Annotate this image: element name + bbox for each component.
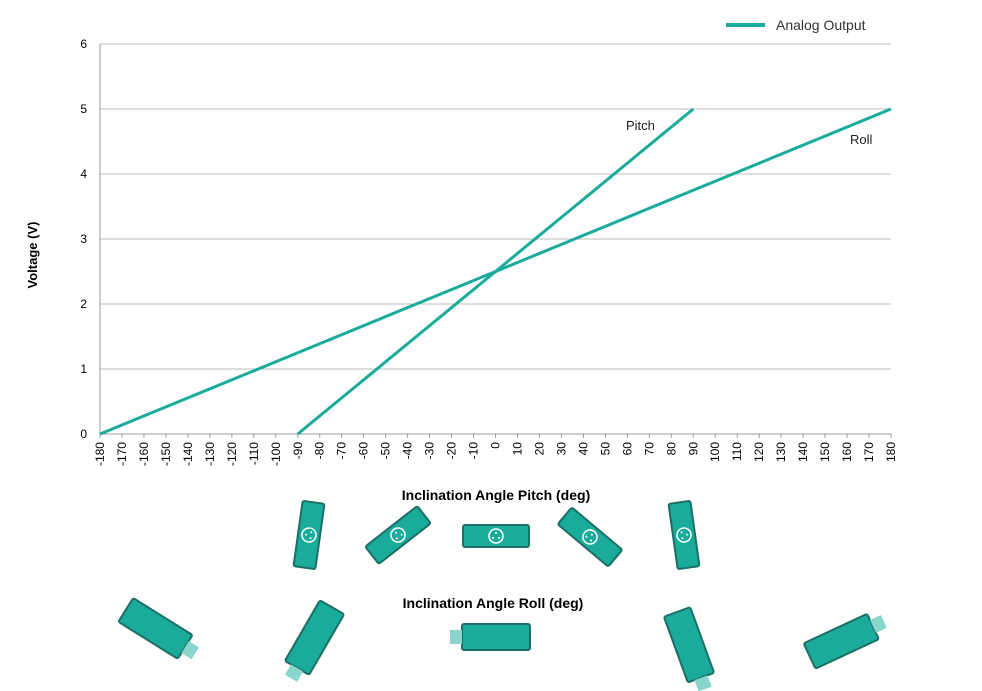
- x-tick-label: 130: [774, 442, 788, 462]
- y-tick-label: 1: [80, 362, 87, 376]
- x-tick-label: 180: [884, 442, 898, 462]
- x-tick-label: 90: [686, 442, 700, 456]
- x-tick-label: -30: [423, 442, 437, 460]
- x-tick-label: 110: [730, 442, 744, 461]
- pitch-axis-title: Inclination Angle Pitch (deg): [402, 487, 590, 503]
- x-tick-label: -180: [93, 442, 107, 466]
- x-tick-label: -110: [247, 442, 261, 465]
- roll-sensor-icon-2: [284, 600, 345, 682]
- x-tick-label: -70: [335, 442, 349, 460]
- y-tick-label: 3: [80, 232, 87, 246]
- x-tick-label: -60: [357, 442, 371, 460]
- x-tick-label: -80: [313, 442, 327, 460]
- y-axis-label: Voltage (V): [25, 222, 40, 289]
- pitch-sensor-icon-1: [292, 500, 326, 570]
- x-tick-label: 30: [554, 442, 568, 456]
- y-tick-label: 2: [80, 297, 87, 311]
- x-tick-label: 0: [489, 442, 503, 449]
- legend: Analog Output: [726, 17, 866, 33]
- roll-sensor-icon-4: [663, 606, 715, 691]
- x-tick-label: 170: [862, 442, 876, 462]
- x-tick-label: -100: [269, 442, 283, 466]
- x-tick-label: 160: [840, 442, 854, 462]
- x-tick-label: 60: [620, 442, 634, 456]
- x-tick-labels: -180 -170 -160 -150 -140 -130 -120 -110 -100 -90-…: [93, 442, 898, 466]
- y-tick-label: 5: [80, 102, 87, 116]
- x-tick-label: -160: [137, 442, 151, 466]
- grid-lines: [100, 43, 891, 370]
- x-tick-label: 70: [642, 442, 656, 456]
- roll-axis-title: Inclination Angle Roll (deg): [403, 595, 584, 611]
- x-tick-label: 10: [510, 442, 524, 456]
- x-tick-label: -90: [291, 442, 305, 460]
- pitch-orientation-row: [292, 500, 701, 570]
- x-tick-label: 120: [752, 442, 766, 462]
- series-lines: [99, 107, 892, 436]
- x-tick-label: 150: [818, 442, 832, 462]
- x-tick-label: -50: [379, 442, 393, 460]
- axes: [99, 44, 892, 438]
- roll-sensor-icon-3: [450, 623, 531, 651]
- legend-label: Analog Output: [776, 17, 866, 33]
- pitch-sensor-icon-3: [462, 524, 530, 548]
- x-tick-label: 100: [708, 442, 722, 462]
- series-label-roll: Roll: [850, 132, 873, 147]
- series-label-pitch: Pitch: [626, 118, 655, 133]
- x-tick-label: -40: [401, 442, 415, 460]
- x-tick-label: -120: [225, 442, 239, 466]
- x-tick-label: -170: [115, 442, 129, 466]
- roll-orientation-row: [118, 597, 887, 691]
- x-tick-label: 20: [532, 442, 546, 456]
- x-tick-label: 50: [598, 442, 612, 456]
- pitch-sensor-icon-5: [667, 500, 701, 570]
- pitch-sensor-icon-2: [365, 505, 431, 565]
- x-tick-label: 40: [576, 442, 590, 456]
- y-tick-label: 0: [80, 427, 87, 441]
- x-tick-label: 140: [796, 442, 810, 462]
- x-tick-label: -20: [445, 442, 459, 460]
- x-tick-label: -140: [181, 442, 195, 466]
- x-tick-label: -10: [467, 442, 481, 460]
- series-line-roll: [99, 107, 892, 436]
- y-tick-labels: 0 1 2 3 4 5 6: [80, 37, 87, 441]
- x-tick-label: -150: [159, 442, 173, 466]
- y-tick-label: 6: [80, 37, 87, 51]
- pitch-sensor-icon-4: [557, 507, 623, 567]
- roll-sensor-icon-5: [803, 613, 887, 670]
- roll-sensor-icon-1: [118, 597, 200, 660]
- x-tick-label: 80: [664, 442, 678, 456]
- y-tick-label: 4: [80, 167, 87, 181]
- x-tick-label: -130: [203, 442, 217, 466]
